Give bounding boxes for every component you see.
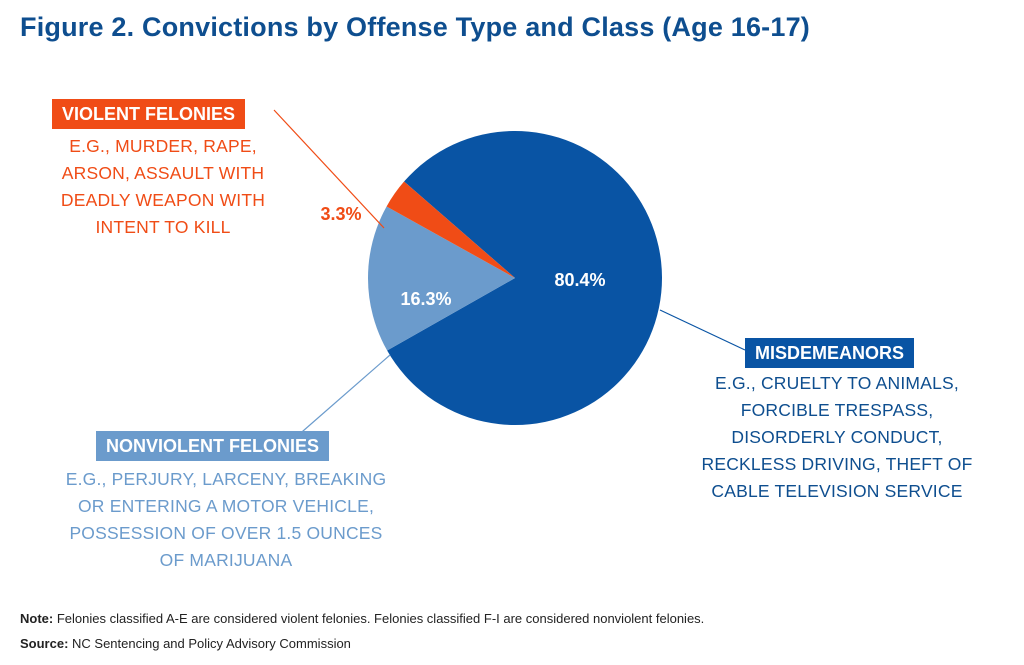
nonviolent-description-line: OR ENTERING A MOTOR VEHICLE, [77,496,375,516]
chart-note: Note: Felonies classified A-E are consid… [20,611,704,626]
violent-description-line: E.G., MURDER, RAPE, [69,136,257,156]
nonviolent-description-line: POSSESSION OF OVER 1.5 OUNCES [69,523,383,543]
violent-description-line: DEADLY WEAPON WITH [60,190,266,210]
nonviolent-felonies-description: E.G., PERJURY, LARCENY, BREAKING OR ENTER… [40,466,412,574]
misdemeanor-description-line: RECKLESS DRIVING, THEFT OF [701,454,973,474]
chart-source: Source: NC Sentencing and Policy Advisor… [20,636,351,651]
misdemeanor-description-line: FORCIBLE TRESPASS, [740,400,934,420]
misdemeanors-heading: MISDEMEANORS [745,338,915,368]
nonviolent-description-line: E.G., PERJURY, LARCENY, BREAKING [65,469,387,489]
chart-title: Figure 2. Convictions by Offense Type an… [20,12,810,42]
misdemeanor-description-line: E.G., CRUELTY TO ANIMALS, [715,373,959,393]
pie-slice-misdemeanors [387,131,662,425]
source-label: Source: [20,636,69,651]
note-text: Felonies classified A-E are considered v… [53,611,705,626]
value-label-violent-felonies: 3.3% [320,204,361,224]
nonviolent-felonies-heading: NONVIOLENT FELONIES [96,431,330,461]
pie-slice-violent-felonies [386,181,515,278]
nonviolent-description-line: OF MARIJUANA [159,550,293,570]
pie-slice-nonviolent-felonies [367,206,515,351]
violent-description-line: INTENT TO KILL [95,217,231,237]
violent-felonies-description: E.G., MURDER, RAPE, ARSON, ASSAULT WITH DE… [28,133,298,241]
violent-description-line: ARSON, ASSAULT WITH [61,163,265,183]
violent-felonies-heading: VIOLENT FELONIES [52,99,246,129]
value-label-misdemeanors: 80.4% [554,270,605,290]
misdemeanors-description: E.G., CRUELTY TO ANIMALS, FORCIBLE TRESPA… [676,370,998,505]
leader-line-violent-felonies [273,109,385,229]
source-text: NC Sentencing and Policy Advisory Commis… [68,636,351,651]
misdemeanor-description-line: DISORDERLY CONDUCT, [731,427,943,447]
note-label: Note: [20,611,54,626]
misdemeanor-description-line: CABLE TELEVISION SERVICE [711,481,963,501]
value-label-nonviolent-felonies: 16.3% [400,289,451,309]
leader-line-nonviolent-felonies [294,354,391,439]
leader-line-misdemeanors [659,309,746,351]
